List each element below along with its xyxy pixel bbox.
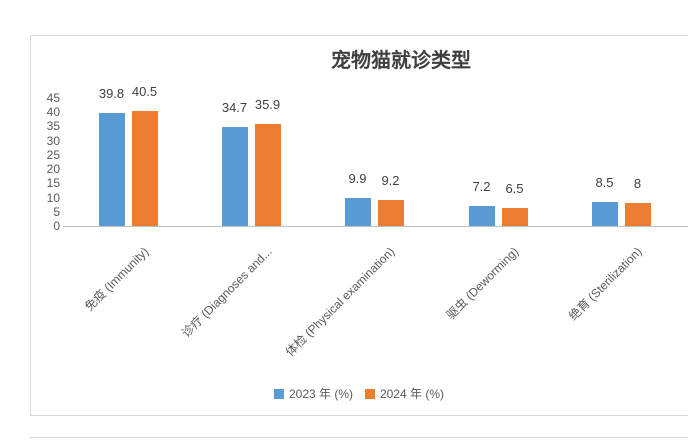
data-label: 7.2: [472, 179, 491, 194]
y-tick-label: 0: [53, 219, 60, 233]
y-tick-label: 35: [46, 119, 60, 134]
bar-2024[interactable]: [377, 200, 404, 226]
y-tick-label: 15: [46, 176, 60, 191]
bar-2023[interactable]: [591, 202, 618, 226]
x-axis-category-label: 诊疗 (Diagnoses and...: [178, 244, 275, 341]
data-label: 34.7: [221, 100, 248, 115]
y-tick-label: 40: [46, 105, 60, 120]
bar-2023[interactable]: [468, 206, 495, 226]
legend: 2023 年 (%) 2024 年 (%): [273, 385, 444, 402]
next-chart-top-edge: [30, 437, 688, 440]
legend-label: 2024 年 (%): [380, 387, 445, 401]
chart-container: 宠物猫就诊类型 0 5 10 15 20 25 30 35 40 45 39.8 40.5 34.7 3…: [30, 35, 688, 416]
bar-2023[interactable]: [221, 127, 248, 226]
legend-item[interactable]: 2024 年 (%): [365, 385, 444, 402]
data-label: 40.5: [131, 84, 158, 99]
y-tick-label: 10: [46, 190, 60, 205]
legend-swatch-icon: [365, 388, 375, 399]
y-tick-label: 30: [46, 133, 60, 148]
chart-title: 宠物猫就诊类型: [331, 50, 471, 72]
bar-2023[interactable]: [344, 198, 371, 226]
bar-2024[interactable]: [254, 124, 281, 226]
legend-label: 2023 年 (%): [288, 387, 353, 401]
y-tick-label: 25: [46, 147, 60, 162]
legend-swatch-icon: [273, 388, 284, 399]
bar-2023[interactable]: [98, 113, 125, 226]
bar-2024[interactable]: [624, 203, 651, 226]
x-axis-line: [63, 226, 688, 227]
data-label: 8: [633, 176, 642, 191]
y-tick-label: 45: [46, 91, 60, 106]
x-axis-category-label: 体检 (Physical examination): [282, 244, 398, 360]
x-axis-category-label: 免疫 (Immunity): [82, 244, 152, 314]
y-tick-label: 5: [53, 204, 60, 219]
data-label: 6.5: [505, 181, 524, 196]
bar-2024[interactable]: [501, 208, 528, 226]
bar-2024[interactable]: [131, 111, 158, 226]
data-label: 9.2: [381, 173, 400, 188]
data-label: 39.8: [98, 86, 125, 101]
data-label: 35.9: [254, 97, 281, 112]
legend-item[interactable]: 2023 年 (%): [273, 385, 353, 402]
x-axis-category-label: 绝育 (Sterilization): [565, 244, 645, 324]
y-tick-label: 20: [46, 162, 60, 177]
data-label: 8.5: [595, 175, 614, 190]
x-axis-category-label: 驱虫 (Deworming): [443, 244, 522, 323]
data-label: 9.9: [348, 171, 367, 186]
